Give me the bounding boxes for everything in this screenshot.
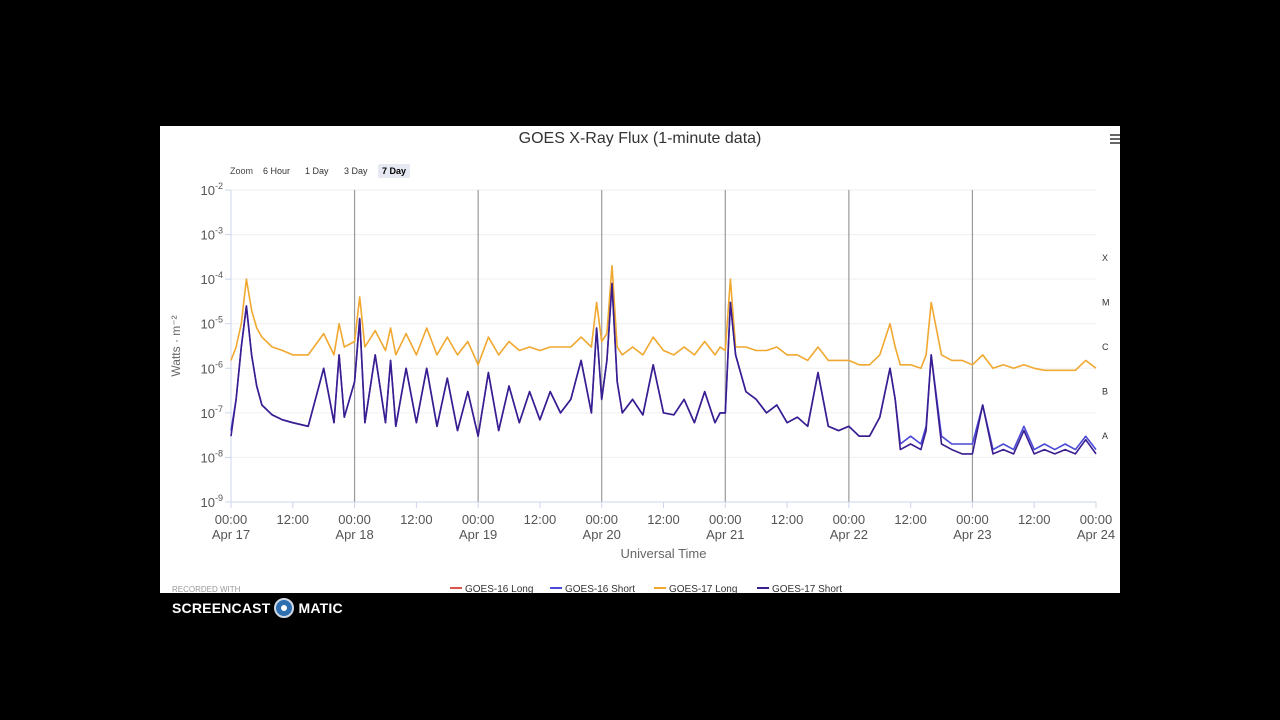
x-tick-date-label: Apr 19	[459, 527, 497, 542]
x-axis-title: Universal Time	[621, 546, 707, 561]
zoom-7-day-button[interactable]: 7 Day	[378, 164, 411, 178]
x-tick-time-label: 00:00	[1080, 512, 1113, 527]
flare-class-label: X	[1102, 253, 1108, 263]
x-tick-time-label: 00:00	[215, 512, 248, 527]
xray-flux-chart: 10-210-310-410-510-610-710-810-900:00Apr…	[169, 130, 1115, 593]
y-tick-label: 10-4	[201, 270, 223, 287]
flare-class-label: B	[1102, 387, 1108, 397]
x-tick-time-label: 12:00	[647, 512, 680, 527]
series-line-goes-17-long	[230, 264, 1097, 372]
flare-class-label: M	[1102, 297, 1110, 307]
recorded-with-text: RECORDED WITH	[172, 585, 241, 593]
x-tick-date-label: Apr 21	[706, 527, 744, 542]
zoom-3-day-button[interactable]: 3 Day	[344, 166, 368, 176]
legend-item: GOES-16 Long	[465, 584, 533, 593]
zoom-6-hour-button[interactable]: 6 Hour	[263, 166, 291, 176]
x-tick-date-label: Apr 22	[830, 527, 868, 542]
x-tick-date-label: Apr 18	[335, 527, 373, 542]
x-tick-time-label: 12:00	[400, 512, 433, 527]
x-tick-time-label: 12:00	[894, 512, 927, 527]
x-tick-time-label: 12:00	[771, 512, 804, 527]
x-tick-time-label: 00:00	[338, 512, 371, 527]
x-tick-date-label: Apr 20	[583, 527, 621, 542]
y-axis-title: Watts · m⁻²	[169, 315, 183, 376]
screencast-watermark: SCREENCAST MATIC	[172, 598, 343, 618]
y-tick-label: 10-3	[201, 226, 223, 243]
legend-item: GOES-17 Short	[772, 584, 842, 593]
x-tick-time-label: 12:00	[524, 512, 557, 527]
legend-item: GOES-17 Long	[669, 584, 737, 593]
x-tick-time-label: 00:00	[833, 512, 866, 527]
flare-class-label: A	[1102, 431, 1108, 441]
x-tick-time-label: 00:00	[585, 512, 618, 527]
chart-panel: 10-2 10-3 10-4 10-5 10-6 10-7 10-8 10-9 00:00 Apr…	[160, 126, 1120, 593]
x-tick-time-label: 00:00	[956, 512, 989, 527]
screencast-logo-icon	[274, 598, 295, 618]
zoom-1-day-button[interactable]: 1 Day	[305, 166, 329, 176]
legend-item: GOES-16 Short	[565, 584, 635, 593]
flare-class-label: C	[1102, 342, 1109, 352]
x-tick-date-label: Apr 17	[212, 527, 250, 542]
x-tick-time-label: 12:00	[277, 512, 310, 527]
x-tick-time-label: 12:00	[1018, 512, 1051, 527]
x-tick-time-label: 00:00	[709, 512, 742, 527]
x-tick-date-label: Apr 24	[1077, 527, 1115, 542]
x-tick-date-label: Apr 23	[953, 527, 991, 542]
y-tick-label: 10-5	[201, 315, 223, 332]
y-tick-label: 10-7	[201, 404, 223, 421]
y-tick-label: 10-6	[201, 359, 223, 376]
chart-title: GOES X-Ray Flux (1-minute data)	[519, 130, 762, 147]
series-line-goes-17-short	[230, 282, 1097, 455]
brand-left-text: SCREENCAST	[172, 600, 271, 616]
x-tick-time-label: 00:00	[462, 512, 495, 527]
brand-right-text: MATIC	[298, 600, 343, 616]
menu-icon[interactable]	[1110, 132, 1120, 146]
zoom-label: Zoom	[230, 166, 254, 176]
y-tick-label: 10-2	[201, 181, 223, 198]
y-tick-label: 10-8	[201, 448, 223, 465]
y-tick-label: 10-9	[201, 493, 223, 510]
